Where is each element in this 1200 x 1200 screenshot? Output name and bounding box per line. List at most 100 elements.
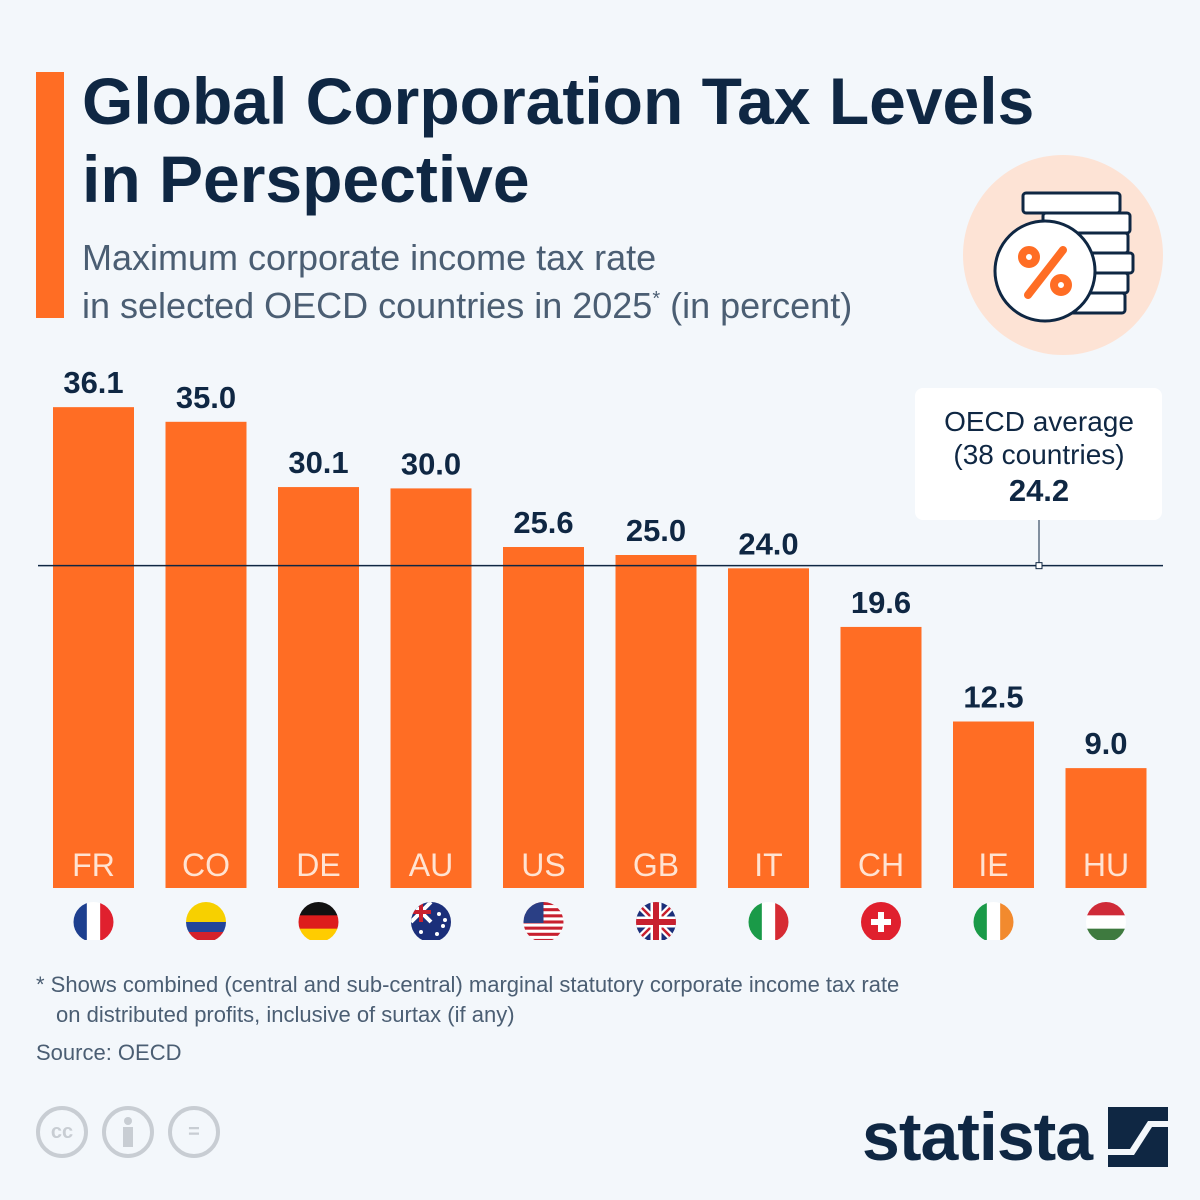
- value-label-FR: 36.1: [63, 365, 123, 400]
- switzerland-flag: [861, 902, 901, 940]
- bar-CO: [165, 421, 247, 888]
- flag-stripe: [186, 902, 226, 922]
- flag-cross: [871, 919, 891, 925]
- flag-stripe: [523, 929, 564, 934]
- germany-flag: [298, 902, 339, 940]
- bar-DE: [278, 487, 359, 888]
- bar-HU: [1065, 768, 1147, 888]
- flag-stripe: [523, 935, 564, 940]
- value-label-IE: 12.5: [963, 680, 1023, 715]
- colombia-flag: [186, 902, 226, 940]
- value-label-HU: 9.0: [1084, 726, 1127, 761]
- statista-mark-icon: [1108, 1107, 1169, 1167]
- category-label-HU: HU: [1083, 847, 1129, 883]
- flag-stripe: [986, 902, 1001, 940]
- value-label-DE: 30.1: [288, 445, 348, 480]
- bar-AU: [390, 488, 472, 888]
- flag-stripe: [100, 902, 114, 940]
- subtitle-line-1: Maximum corporate income tax rate: [82, 237, 657, 278]
- chart-subtitle: Maximum corporate income tax rate in sel…: [82, 234, 852, 330]
- category-label-IE: IE: [978, 847, 1008, 883]
- bar-IE: [953, 721, 1034, 888]
- flag-canton: [523, 902, 544, 923]
- flag-stripe: [761, 902, 776, 940]
- oecd-average-value: 24.2: [1009, 473, 1069, 508]
- footnote-line-2: on distributed profits, inclusive of sur…: [56, 1002, 515, 1027]
- category-label-GB: GB: [633, 847, 679, 883]
- flag-star: [437, 912, 441, 916]
- category-label-CH: CH: [858, 847, 904, 883]
- australia-flag: [411, 902, 451, 940]
- category-label-AU: AU: [409, 847, 453, 883]
- category-label-FR: FR: [72, 847, 115, 883]
- bar-chart: 36.1 FR 35.0 CO 30.1 DE 30.0 AU 25.6 US 25.0 GB 24.0…: [38, 365, 1163, 940]
- value-label-IT: 24.0: [738, 526, 798, 561]
- flag-stripe: [1086, 928, 1126, 940]
- flag-stripe: [748, 902, 763, 940]
- oecd-average-label: OECD average: [944, 406, 1134, 437]
- flag-stripe: [775, 902, 789, 940]
- flag-stripe: [973, 902, 988, 940]
- subtitle-asterisk: *: [652, 288, 661, 310]
- hungary-flag: [1086, 902, 1126, 940]
- category-label-IT: IT: [754, 847, 782, 883]
- flag-star: [435, 932, 439, 936]
- flag-stripe: [298, 915, 339, 930]
- flag-stripe: [523, 938, 564, 940]
- flag-stripe: [298, 902, 339, 916]
- subtitle-text: in selected OECD countries in 2025: [82, 285, 653, 326]
- uk-flag: [636, 902, 676, 940]
- attribution-icon[interactable]: [102, 1106, 154, 1158]
- bar-IT: [728, 568, 809, 888]
- italy-flag: [748, 902, 789, 940]
- flag-union: [411, 902, 431, 922]
- flag-star: [443, 918, 447, 922]
- flag-stripe: [86, 902, 101, 940]
- license-icons[interactable]: cc =: [36, 1106, 220, 1158]
- flag-stripe: [186, 932, 226, 940]
- coins-percent-icon: [963, 155, 1163, 355]
- category-label-DE: DE: [296, 847, 340, 883]
- cc-icon[interactable]: cc: [36, 1106, 88, 1158]
- oecd-average-marker: [1035, 562, 1043, 570]
- flag-stripe: [298, 928, 339, 940]
- bar-GB: [615, 555, 697, 888]
- flag-stripe: [186, 922, 226, 932]
- value-label-CH: 19.6: [851, 585, 911, 620]
- flag-stripe: [73, 902, 88, 940]
- flag-star: [441, 924, 445, 928]
- value-label-AU: 30.0: [401, 446, 461, 481]
- flag-stripe: [523, 926, 564, 930]
- footnote: * Shows combined (central and sub-centra…: [36, 970, 899, 1030]
- brand-text: statista: [862, 1099, 1093, 1175]
- oecd-average-box: [915, 388, 1162, 520]
- value-label-GB: 25.0: [626, 513, 686, 548]
- statista-logo[interactable]: statista: [862, 1098, 1169, 1176]
- accent-bar: [36, 72, 64, 318]
- footnote-line-1: * Shows combined (central and sub-centra…: [36, 972, 900, 997]
- bar-US: [503, 547, 584, 888]
- bar-CH: [840, 626, 922, 888]
- flag-stripe: [523, 932, 564, 937]
- chart-title: Global Corporation Tax Levels in Perspec…: [82, 62, 1034, 218]
- category-label-CO: CO: [182, 847, 230, 883]
- flag-stripe: [1086, 915, 1126, 930]
- flag-stripe: [523, 923, 564, 927]
- usa-flag: [523, 902, 564, 940]
- value-label-US: 25.6: [513, 505, 573, 540]
- flag-stripe: [1086, 902, 1126, 916]
- no-derivatives-icon[interactable]: =: [168, 1106, 220, 1158]
- oecd-average-count: (38 countries): [953, 439, 1124, 470]
- france-flag: [73, 902, 114, 940]
- ireland-flag: [973, 902, 1014, 940]
- title-line-1: Global Corporation Tax Levels: [82, 64, 1035, 138]
- flag-star: [419, 930, 423, 934]
- subtitle-line-2: in selected OECD countries in 2025* (in …: [82, 282, 852, 330]
- value-label-CO: 35.0: [176, 380, 236, 415]
- subtitle-unit: (in percent): [660, 285, 853, 326]
- flag-cross: [636, 902, 676, 940]
- bar-FR: [53, 407, 134, 888]
- flag-stripe: [1000, 902, 1014, 940]
- category-label-US: US: [521, 847, 565, 883]
- title-line-2: in Perspective: [82, 142, 530, 216]
